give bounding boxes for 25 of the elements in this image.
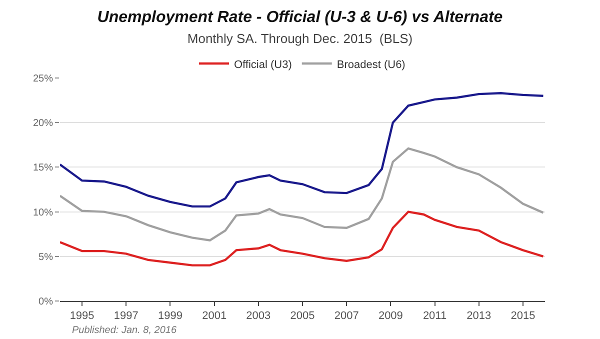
x-tick-label: 1997 bbox=[114, 310, 138, 322]
text: Published: Jan. 8, 2016 bbox=[72, 325, 177, 336]
x-tick-label: 1995 bbox=[70, 310, 94, 322]
x-tick-label: 2007 bbox=[334, 310, 359, 322]
line-series bbox=[60, 210, 544, 266]
y-tick-label: 5% bbox=[38, 252, 54, 263]
x-tick-label: 2001 bbox=[202, 310, 227, 322]
x-tick-label: 2011 bbox=[422, 310, 447, 322]
legend-label: Official (U3) bbox=[234, 58, 292, 71]
line-series bbox=[60, 147, 544, 242]
chart-subtitle: Monthly SA. Through Dec. 2015 (BLS) bbox=[187, 30, 413, 46]
x-tick-label: 2015 bbox=[510, 310, 536, 322]
x-tick-label: 1999 bbox=[158, 310, 182, 322]
y-tick-label: 10% bbox=[32, 207, 54, 218]
y-tick-label: 20% bbox=[32, 118, 54, 130]
x-tick-label: 2003 bbox=[246, 310, 271, 322]
legend-label: Broadest (U6) bbox=[336, 58, 406, 71]
y-tick-label: 15% bbox=[32, 162, 54, 174]
x-tick-label: 2005 bbox=[290, 310, 315, 322]
y-tick-label: 0% bbox=[38, 296, 54, 308]
x-tick-label: 2009 bbox=[378, 310, 403, 322]
y-tick-label: 25% bbox=[32, 74, 54, 84]
x-tick-label: 2013 bbox=[466, 310, 492, 322]
line-series bbox=[60, 92, 544, 208]
chart-title: Unemployment Rate - Official (U-3 & U-6) vs Alternate bbox=[97, 9, 503, 26]
